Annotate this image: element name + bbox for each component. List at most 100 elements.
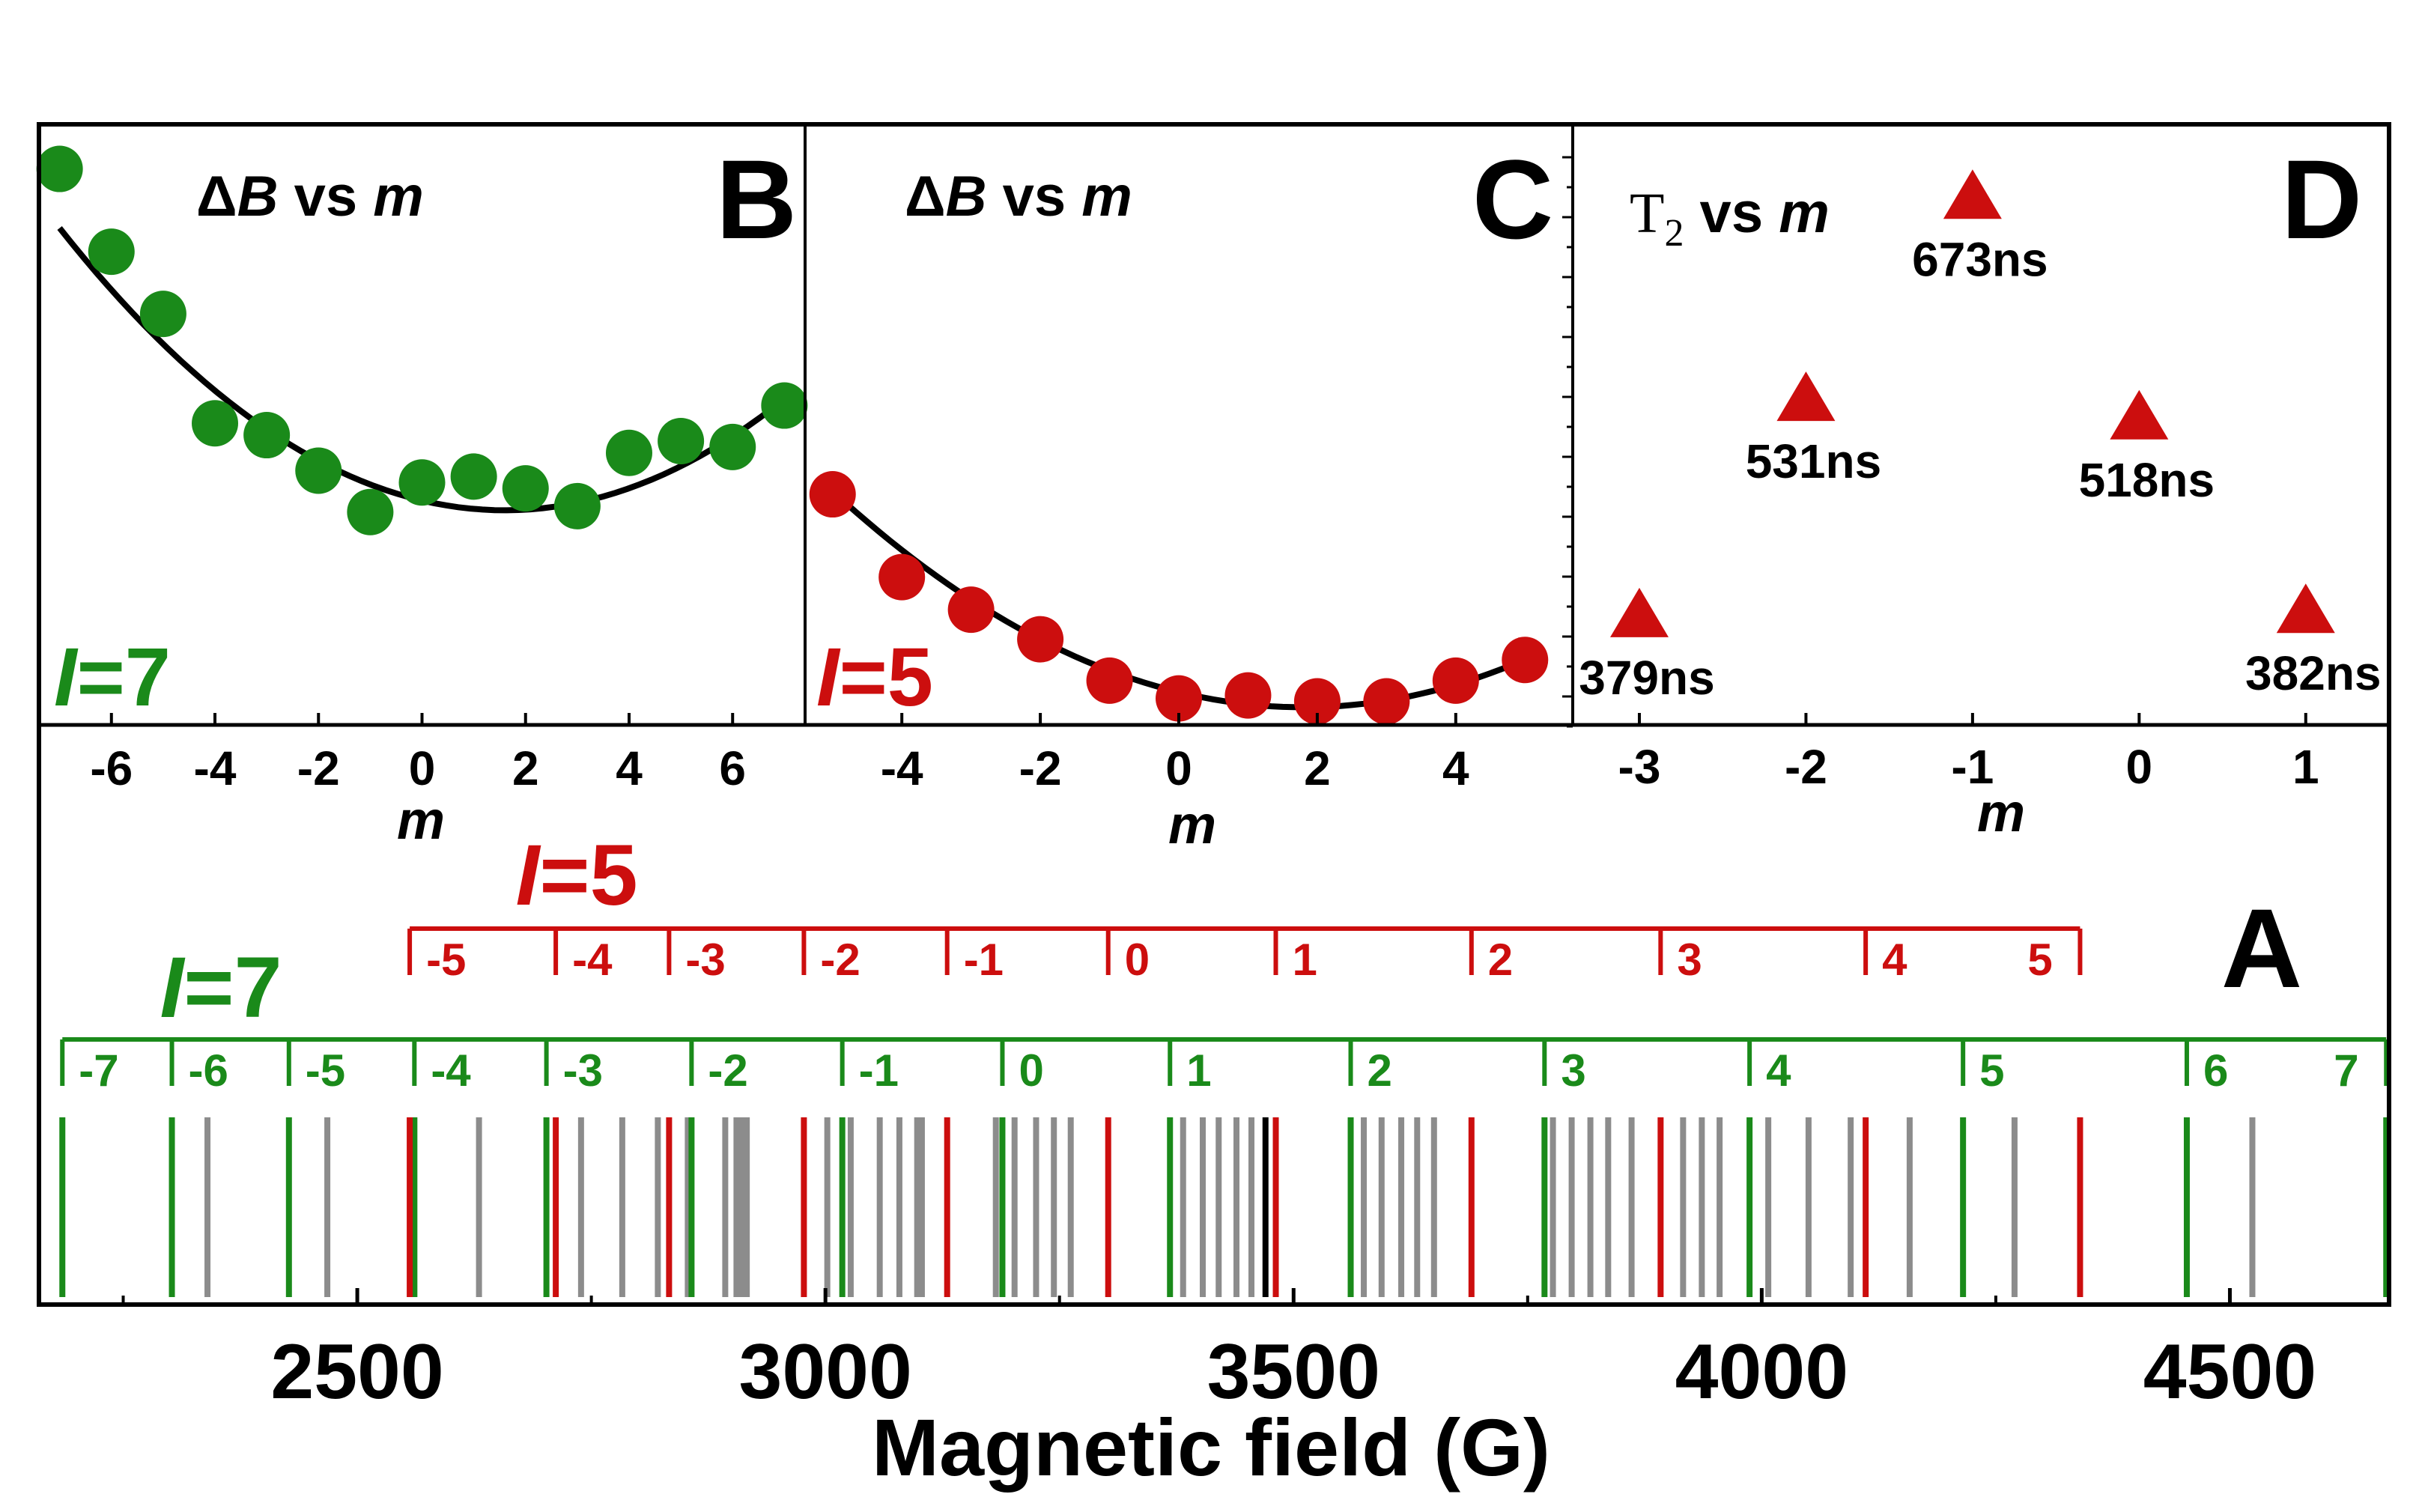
panel-label-c: C: [1472, 136, 1553, 262]
data-point: [1433, 658, 1479, 704]
panel-label-a: A: [2221, 885, 2302, 1011]
panel-c-title-delta: Δ: [905, 165, 946, 228]
panel-c-inset-value: =5: [840, 631, 933, 723]
x-axis-label-field: Magnetic field (G): [872, 1402, 1550, 1493]
ladder-m-label-green: -5: [306, 1045, 345, 1096]
ladder-m-label-green: -4: [431, 1045, 471, 1096]
panel-d-title-var: T: [1630, 182, 1664, 245]
data-point: [1087, 658, 1133, 704]
data-point: [451, 453, 497, 500]
panel-c-title: ΔB vs m: [905, 165, 1132, 228]
x-tick-label: 1: [2292, 740, 2319, 794]
panel-c-title-mid: vs: [987, 165, 1082, 228]
panel-b-title-mid: vs: [279, 165, 374, 228]
ladder-m-label-green: -2: [708, 1045, 747, 1096]
ladder-label-i5-symbol: I: [515, 828, 541, 923]
point-value-label: 673ns: [1912, 232, 2048, 286]
point-value-label: 518ns: [2079, 453, 2215, 507]
data-point: [140, 291, 186, 337]
ladder-m-label-green: 1: [1186, 1045, 1211, 1096]
point-value-label: 382ns: [2245, 646, 2381, 700]
panel-d-title: T2 vs m: [1630, 181, 1830, 255]
data-point: [1224, 672, 1271, 719]
panel-c-title-var: B: [946, 165, 987, 228]
ladder-m-label-green: -1: [859, 1045, 899, 1096]
data-point: [399, 459, 446, 505]
ladder-m-label-red: 0: [1125, 935, 1150, 985]
ladder-m-label-red: 4: [1882, 935, 1907, 985]
ladder-m-label-red: -5: [426, 935, 466, 985]
ladder-m-label-red: 1: [1293, 935, 1317, 985]
panel-c-inset-symbol: I: [816, 631, 841, 723]
data-point: [658, 418, 704, 464]
data-point: [295, 447, 342, 494]
point-value-label: 531ns: [1746, 434, 1881, 488]
x-tick-label: -2: [1785, 740, 1827, 794]
ladder-m-label-green: -3: [563, 1045, 603, 1096]
ladder-m-label-green: -6: [189, 1045, 228, 1096]
panel-label-b: B: [716, 136, 797, 262]
x-tick-label: 0: [2126, 740, 2153, 794]
panel-b-title-delta: Δ: [196, 165, 237, 228]
data-point: [878, 554, 925, 601]
data-point: [503, 465, 549, 511]
data-point: [709, 424, 756, 470]
panel-c-title-m: m: [1081, 165, 1132, 228]
panel-b-inset-value: =7: [77, 631, 171, 723]
data-point: [347, 489, 393, 535]
ladder-m-label-green: 6: [2203, 1045, 2228, 1096]
panel-b-inset-symbol: I: [54, 631, 79, 723]
panel-d-title-mid: vs: [1684, 181, 1779, 245]
x-tick-label: -2: [297, 741, 340, 795]
ladder-m-label-green: 7: [2334, 1045, 2358, 1096]
panel-b-title-var: B: [237, 165, 279, 228]
panel-b-inset: I=7: [54, 631, 171, 723]
x-tick-label: 0: [409, 741, 436, 795]
ladder-label-i7-value: =7: [183, 940, 282, 1036]
x-tick-label: 6: [719, 741, 746, 795]
data-point: [810, 471, 856, 517]
data-point: [554, 483, 601, 529]
ladder-m-label-red: -1: [964, 935, 1004, 985]
ladder-m-label-green: 5: [1979, 1045, 2004, 1096]
panel-d-title-sub: 2: [1664, 212, 1684, 255]
x-tick-label: 2: [512, 741, 539, 795]
data-point: [88, 228, 135, 275]
data-point: [243, 412, 290, 458]
data-point: [192, 400, 238, 446]
ladder-m-label-green: 2: [1368, 1045, 1392, 1096]
point-value-label: 379ns: [1579, 651, 1714, 705]
ladder-m-label-green: 3: [1561, 1045, 1585, 1096]
panel-d-title-m: m: [1779, 181, 1830, 245]
data-point: [1017, 616, 1063, 663]
ladder-label-i7: I=7: [160, 940, 282, 1036]
x-tick-label: 4: [616, 741, 643, 795]
panel-b-xlabel: m: [397, 791, 445, 851]
field-tick-label: 2500: [270, 1329, 443, 1415]
x-tick-label: -3: [1618, 740, 1661, 794]
x-tick-label: -6: [90, 741, 133, 795]
x-tick-label: 4: [1442, 741, 1469, 795]
ladder-m-label-red: 5: [2027, 935, 2052, 985]
data-point: [1502, 637, 1548, 683]
ladder-m-label-green: -7: [79, 1045, 118, 1096]
ladder-m-label-red: -2: [820, 935, 860, 985]
panel-c-inset: I=5: [816, 631, 933, 723]
x-tick-label: 2: [1304, 741, 1331, 795]
data-point: [948, 586, 995, 633]
ladder-m-label-green: 4: [1766, 1045, 1791, 1096]
panel-c-xlabel: m: [1168, 795, 1216, 855]
ladder-m-label-red: 3: [1677, 935, 1702, 985]
panel-label-d: D: [2281, 136, 2362, 262]
ladder-label-i5-value: =5: [539, 828, 637, 923]
x-tick-label: 0: [1165, 741, 1192, 795]
data-point: [1363, 678, 1409, 725]
ladder-m-label-red: -4: [572, 935, 613, 985]
ladder-m-label-green: 0: [1019, 1045, 1043, 1096]
panel-b-title: ΔB vs m: [196, 165, 424, 228]
field-tick-label: 4500: [2143, 1329, 2316, 1415]
ladder-label-i7-symbol: I: [160, 940, 185, 1036]
data-point: [606, 430, 652, 476]
x-tick-label: -4: [194, 741, 237, 795]
